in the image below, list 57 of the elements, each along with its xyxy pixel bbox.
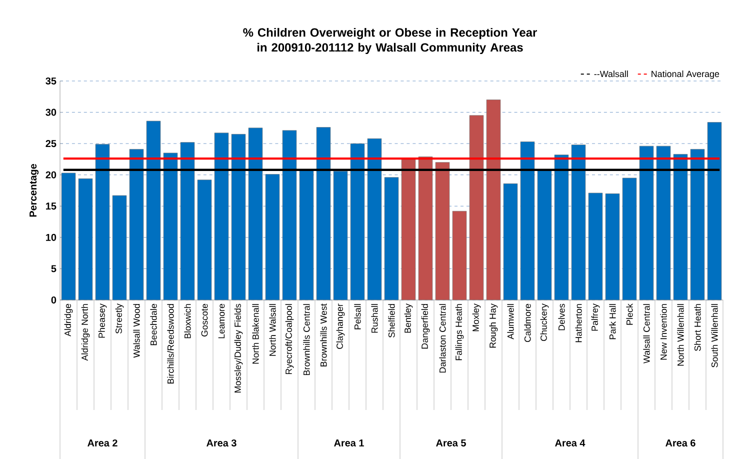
text: Area 5 xyxy=(436,439,466,446)
y-tick-label: 5 xyxy=(51,265,56,272)
x-tick-label: Pheasey xyxy=(98,303,107,338)
x-tick-label: Palfrey xyxy=(591,303,600,331)
x-tick-label: Moxley xyxy=(472,303,481,332)
y-tick-label: 25 xyxy=(46,140,56,147)
text: Area 1 xyxy=(334,439,364,446)
x-tick-label: Chuckery xyxy=(540,303,549,341)
y-tick-label: 15 xyxy=(46,202,56,210)
x-tick-label: Beechdale xyxy=(150,304,157,346)
x-tick-label: Dangerfield xyxy=(421,304,430,349)
x-tick-label: Hatherton xyxy=(575,304,582,342)
x-tick-label: North Walsall xyxy=(269,304,276,356)
x-tick-label: Brownhills West xyxy=(320,303,327,366)
x-tick-label: Bentley xyxy=(404,303,413,333)
x-tick-label: North Blakenall xyxy=(252,304,259,364)
x-tick-label: Pelsall xyxy=(354,304,361,330)
y-tick-label: 35 xyxy=(46,77,56,84)
x-tick-label: Caldmore xyxy=(524,304,531,342)
x-tick-label: North Willenhall xyxy=(677,304,684,366)
x-tick-label: Clayhanger xyxy=(336,304,345,349)
x-tick-label: Ryecroft/Coalpool xyxy=(285,304,294,374)
x-tick-label: Rushall xyxy=(371,304,378,333)
text: Area 3 xyxy=(206,439,236,446)
x-tick-label: Darlaston Central xyxy=(439,304,446,372)
x-tick-label: Aldridge xyxy=(64,304,73,336)
x-tick-label: Birchills/Reedswood xyxy=(167,304,174,384)
x-tick-label: Walsall Central xyxy=(643,304,650,364)
x-tick-label: Shelfield xyxy=(388,304,395,338)
x-tick-label: Alumwell xyxy=(507,304,514,340)
x-tick-label: Bloxwich xyxy=(184,304,191,338)
x-tick-label: Leamore xyxy=(218,304,225,338)
x-tick-label: Short Heath xyxy=(694,304,701,351)
chart-title: % Children Overweight or Obese in Reception Year in 200910-201112 by Walsall Community Areas xyxy=(243,28,537,54)
y-tick-label: 20 xyxy=(46,171,56,178)
y-axis-title: Percentage xyxy=(30,164,39,217)
x-tick-label: Walsall Wood xyxy=(133,304,140,358)
legend-label: National Average xyxy=(652,70,720,79)
text: Area 6 xyxy=(666,439,696,446)
x-tick-label: Streetly xyxy=(115,303,124,334)
x-tick-label: Aldridge North xyxy=(81,304,90,361)
x-tick-label: Pleck xyxy=(626,303,633,325)
y-tick-label: 30 xyxy=(46,108,56,116)
y-tick-label: 10 xyxy=(46,234,56,241)
y-tick-label: 0 xyxy=(51,296,56,304)
x-tick-label: South Willenhall xyxy=(711,304,718,368)
x-tick-label: Goscote xyxy=(201,304,208,336)
x-tick-label: Brownhills Central xyxy=(303,304,310,375)
x-tick-label: Rough Hay xyxy=(489,303,498,348)
x-tick-label: Fallings Heath xyxy=(455,304,464,360)
x-tick-label: New Invention xyxy=(660,304,667,360)
text: Area 2 xyxy=(88,439,118,446)
text: Area 4 xyxy=(555,439,586,446)
x-tick-label: Mossley/Dudley Fields xyxy=(234,304,243,392)
legend-label: --Walsall xyxy=(594,70,628,78)
x-tick-label: Park Hall xyxy=(609,304,616,340)
x-tick-label: Delves xyxy=(558,304,565,330)
